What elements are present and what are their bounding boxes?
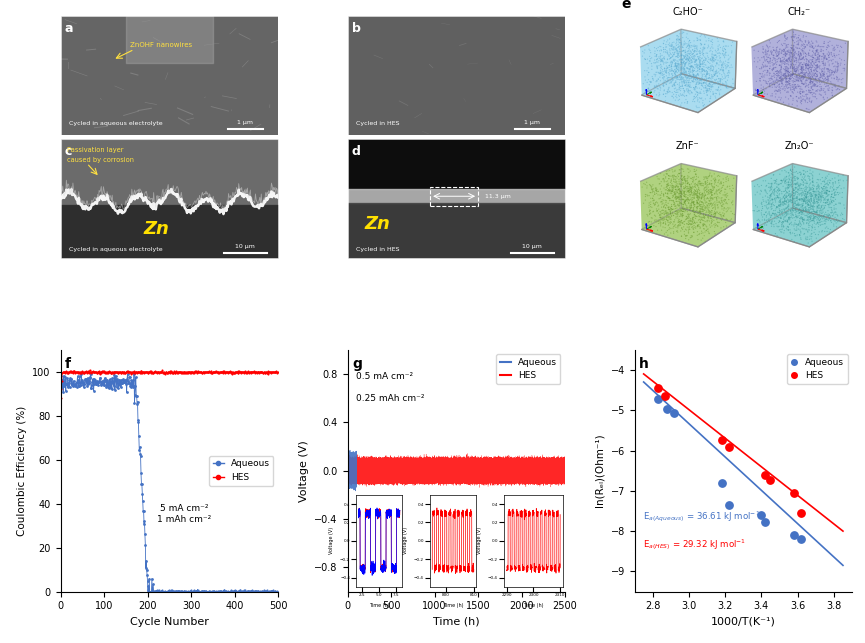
Text: 11.3 μm: 11.3 μm — [484, 194, 510, 199]
Point — [714, 478, 728, 488]
Y-axis label: Coulombic Efficiency (%): Coulombic Efficiency (%) — [17, 406, 27, 536]
Point — [722, 442, 736, 453]
Text: 0.5 mA cm⁻²: 0.5 mA cm⁻² — [356, 372, 413, 381]
Point — [794, 534, 808, 545]
Text: Cycled in aqueous electrolyte: Cycled in aqueous electrolyte — [69, 121, 163, 126]
Text: c: c — [65, 145, 73, 158]
Point — [758, 517, 772, 527]
Text: h: h — [639, 357, 649, 371]
Point — [651, 394, 665, 404]
Text: Cycled in HES: Cycled in HES — [356, 247, 400, 252]
Text: b: b — [352, 22, 361, 35]
Legend: Aqueous, HES: Aqueous, HES — [787, 354, 848, 384]
Y-axis label: ln(Rₑₗ)(Ohm⁻¹): ln(Rₑₗ)(Ohm⁻¹) — [595, 434, 605, 507]
Y-axis label: Voltage (V): Voltage (V) — [299, 440, 309, 502]
Title: C₂HO⁻: C₂HO⁻ — [672, 7, 703, 17]
Text: E$_{a(Aqueous)}$ = 36.61 kJ mol$^{-1}$: E$_{a(Aqueous)}$ = 36.61 kJ mol$^{-1}$ — [644, 509, 760, 523]
X-axis label: Time (h): Time (h) — [433, 617, 479, 627]
Text: caused by corrosion: caused by corrosion — [67, 157, 134, 163]
Point — [787, 487, 801, 498]
X-axis label: Cycle Number: Cycle Number — [130, 617, 208, 627]
Text: Cycled in aqueous electrolyte: Cycled in aqueous electrolyte — [69, 247, 163, 252]
Point — [722, 500, 736, 510]
Point — [758, 470, 772, 480]
Text: ZnOHF nanowires: ZnOHF nanowires — [130, 42, 192, 48]
Text: 10 μm: 10 μm — [235, 244, 255, 249]
Title: ZnF⁻: ZnF⁻ — [676, 141, 700, 151]
Text: e: e — [622, 0, 631, 12]
Text: 10 μm: 10 μm — [522, 244, 542, 249]
Title: Zn₂O⁻: Zn₂O⁻ — [785, 141, 814, 151]
Point — [668, 408, 682, 419]
Point — [754, 510, 768, 520]
Text: 1 μm: 1 μm — [237, 120, 253, 125]
Text: Zn: Zn — [144, 220, 169, 238]
Text: Zn: Zn — [365, 215, 391, 233]
Point — [794, 508, 808, 518]
Text: 5 mA cm⁻²
1 mAh cm⁻²: 5 mA cm⁻² 1 mAh cm⁻² — [157, 505, 212, 524]
Text: d: d — [352, 145, 361, 158]
Text: Cycled in HES: Cycled in HES — [356, 121, 400, 126]
Point — [651, 383, 665, 393]
Title: CH₂⁻: CH₂⁻ — [787, 7, 811, 17]
Text: 0.25 mAh cm⁻²: 0.25 mAh cm⁻² — [356, 394, 425, 403]
Text: E$_{a(HES)}$ = 29.32 kJ mol$^{-1}$: E$_{a(HES)}$ = 29.32 kJ mol$^{-1}$ — [644, 538, 746, 552]
Point — [787, 530, 801, 540]
X-axis label: 1000/T(K⁻¹): 1000/T(K⁻¹) — [711, 617, 776, 627]
Text: a: a — [65, 22, 74, 35]
Point — [714, 435, 728, 446]
Legend: Aqueous, HES: Aqueous, HES — [497, 354, 561, 384]
Point — [658, 391, 672, 401]
Text: f: f — [65, 357, 71, 371]
Point — [764, 475, 778, 485]
Text: Passivation layer: Passivation layer — [67, 147, 124, 154]
Legend: Aqueous, HES: Aqueous, HES — [209, 456, 273, 485]
Text: 1 μm: 1 μm — [524, 120, 541, 125]
Point — [660, 404, 674, 415]
Text: g: g — [352, 357, 362, 371]
